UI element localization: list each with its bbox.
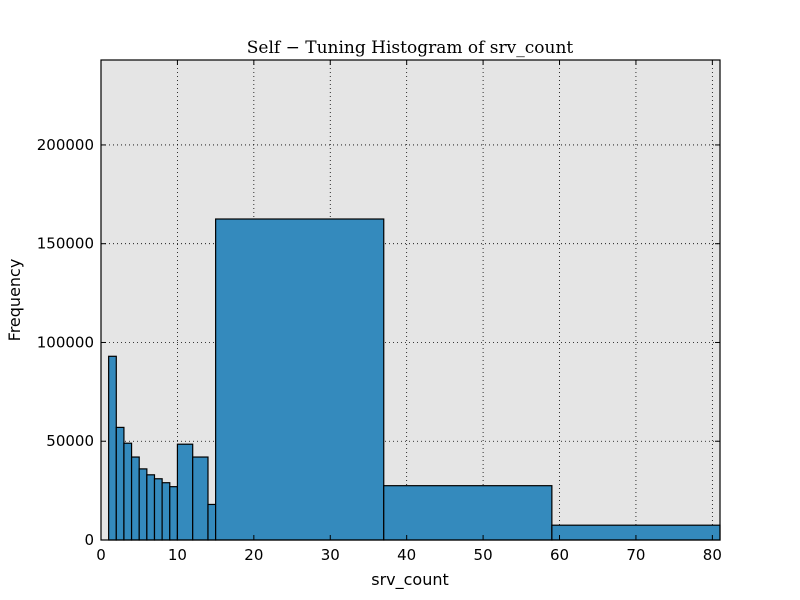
histogram-bar bbox=[192, 456, 209, 541]
x-tick-label: 40 bbox=[397, 546, 416, 564]
plot-axes: 0 10 20 30 40 50 60 70 80 0 50000 100000 150000 20000… bbox=[37, 59, 722, 564]
histogram-bar bbox=[153, 478, 163, 541]
histogram-bar bbox=[161, 482, 171, 541]
histogram-bar bbox=[215, 218, 385, 541]
x-tick-label: 10 bbox=[168, 546, 187, 564]
histogram-bar bbox=[146, 474, 156, 541]
histogram-bar bbox=[176, 443, 194, 541]
x-tick-label: 30 bbox=[321, 546, 340, 564]
x-tick-label: 0 bbox=[96, 546, 106, 564]
x-tick-label: 20 bbox=[244, 546, 263, 564]
plot-frame bbox=[100, 59, 721, 541]
y-tick-label: 100000 bbox=[37, 333, 94, 351]
x-tick-label: 70 bbox=[626, 546, 645, 564]
y-tick-label: 150000 bbox=[37, 235, 94, 253]
histogram-bar bbox=[108, 355, 117, 541]
histogram-bar bbox=[383, 485, 553, 541]
x-axis-label: srv_count bbox=[371, 570, 449, 590]
histogram-bar bbox=[130, 456, 140, 541]
y-axis-label: Frequency bbox=[5, 259, 24, 342]
histogram-bars bbox=[108, 218, 721, 541]
histogram-bar bbox=[115, 426, 125, 541]
y-tick-label: 0 bbox=[84, 531, 94, 549]
axis-ticks: 0 10 20 30 40 50 60 70 80 0 50000 100000 150000 20000… bbox=[37, 60, 722, 564]
histogram-bar bbox=[123, 442, 133, 541]
chart-title: Self − Tuning Histogram of srv_count bbox=[247, 38, 574, 58]
y-tick-label: 200000 bbox=[37, 136, 94, 154]
y-tick-label: 50000 bbox=[46, 432, 94, 450]
histogram-bar bbox=[207, 503, 217, 541]
x-tick-label: 50 bbox=[474, 546, 493, 564]
x-tick-label: 80 bbox=[703, 546, 722, 564]
histogram-bar bbox=[169, 486, 179, 541]
histogram-bar bbox=[138, 468, 148, 541]
x-tick-label: 60 bbox=[550, 546, 569, 564]
